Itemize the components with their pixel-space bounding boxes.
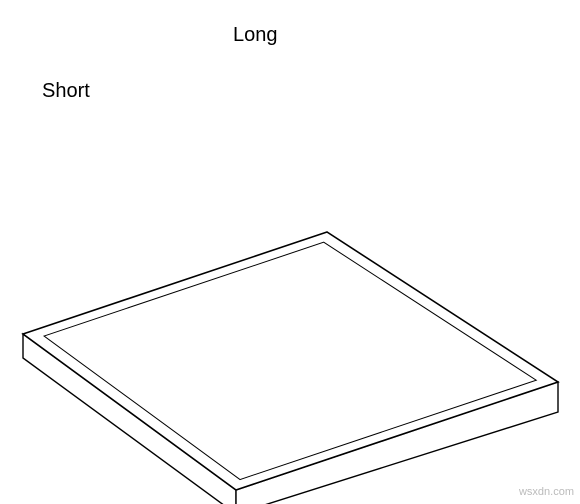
label-short: Short <box>42 80 90 103</box>
diagram-svg <box>0 0 580 504</box>
diagram-canvas: { "type": "technical-exploded-diagram", … <box>0 0 580 504</box>
label-long: Long <box>233 24 278 47</box>
watermark: wsxdn.com <box>519 486 574 498</box>
